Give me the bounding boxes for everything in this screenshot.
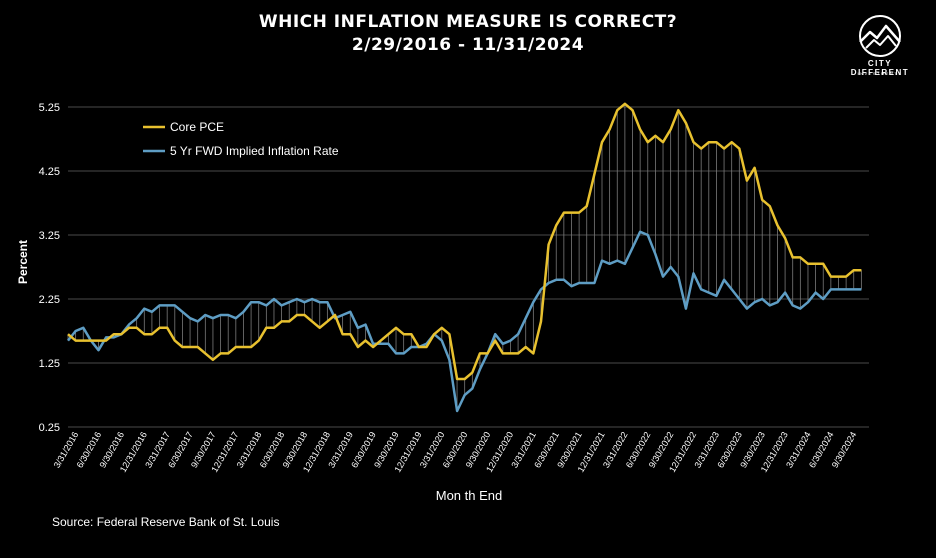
y-tick-label: 1.25 (39, 358, 60, 370)
y-axis-label: Percent (16, 240, 30, 284)
chart-title: WHICH INFLATION MEASURE IS CORRECT? (258, 12, 678, 32)
logo-subname: INVESTMENTS (857, 71, 903, 76)
legend-label-fwd: 5 Yr FWD Implied Inflation Rate (170, 144, 339, 158)
y-tick-label: 4.25 (39, 166, 60, 178)
y-tick-label: 5.25 (39, 102, 60, 114)
y-tick-label: 3.25 (39, 230, 60, 242)
brand-logo: CITY DIFFERENT INVESTMENTS (840, 12, 920, 88)
chart-legend: Core PCE 5 Yr FWD Implied Inflation Rate (143, 120, 339, 158)
legend-label-core-pce: Core PCE (170, 120, 224, 134)
chart-subtitle: 2/29/2016 - 11/31/2024 (351, 35, 585, 55)
logo-name: CITY DIFFERENT (850, 59, 910, 77)
source-note: Source: Federal Reserve Bank of St. Loui… (52, 515, 280, 529)
series-line-core-pce (67, 102, 862, 381)
y-tick-label: 2.25 (39, 294, 60, 306)
series-line-fwd-inflation (67, 230, 862, 413)
mountain-logo-icon (859, 15, 901, 57)
x-axis-label: Mon th End (436, 488, 503, 503)
y-tick-label: 0.25 (39, 422, 60, 434)
